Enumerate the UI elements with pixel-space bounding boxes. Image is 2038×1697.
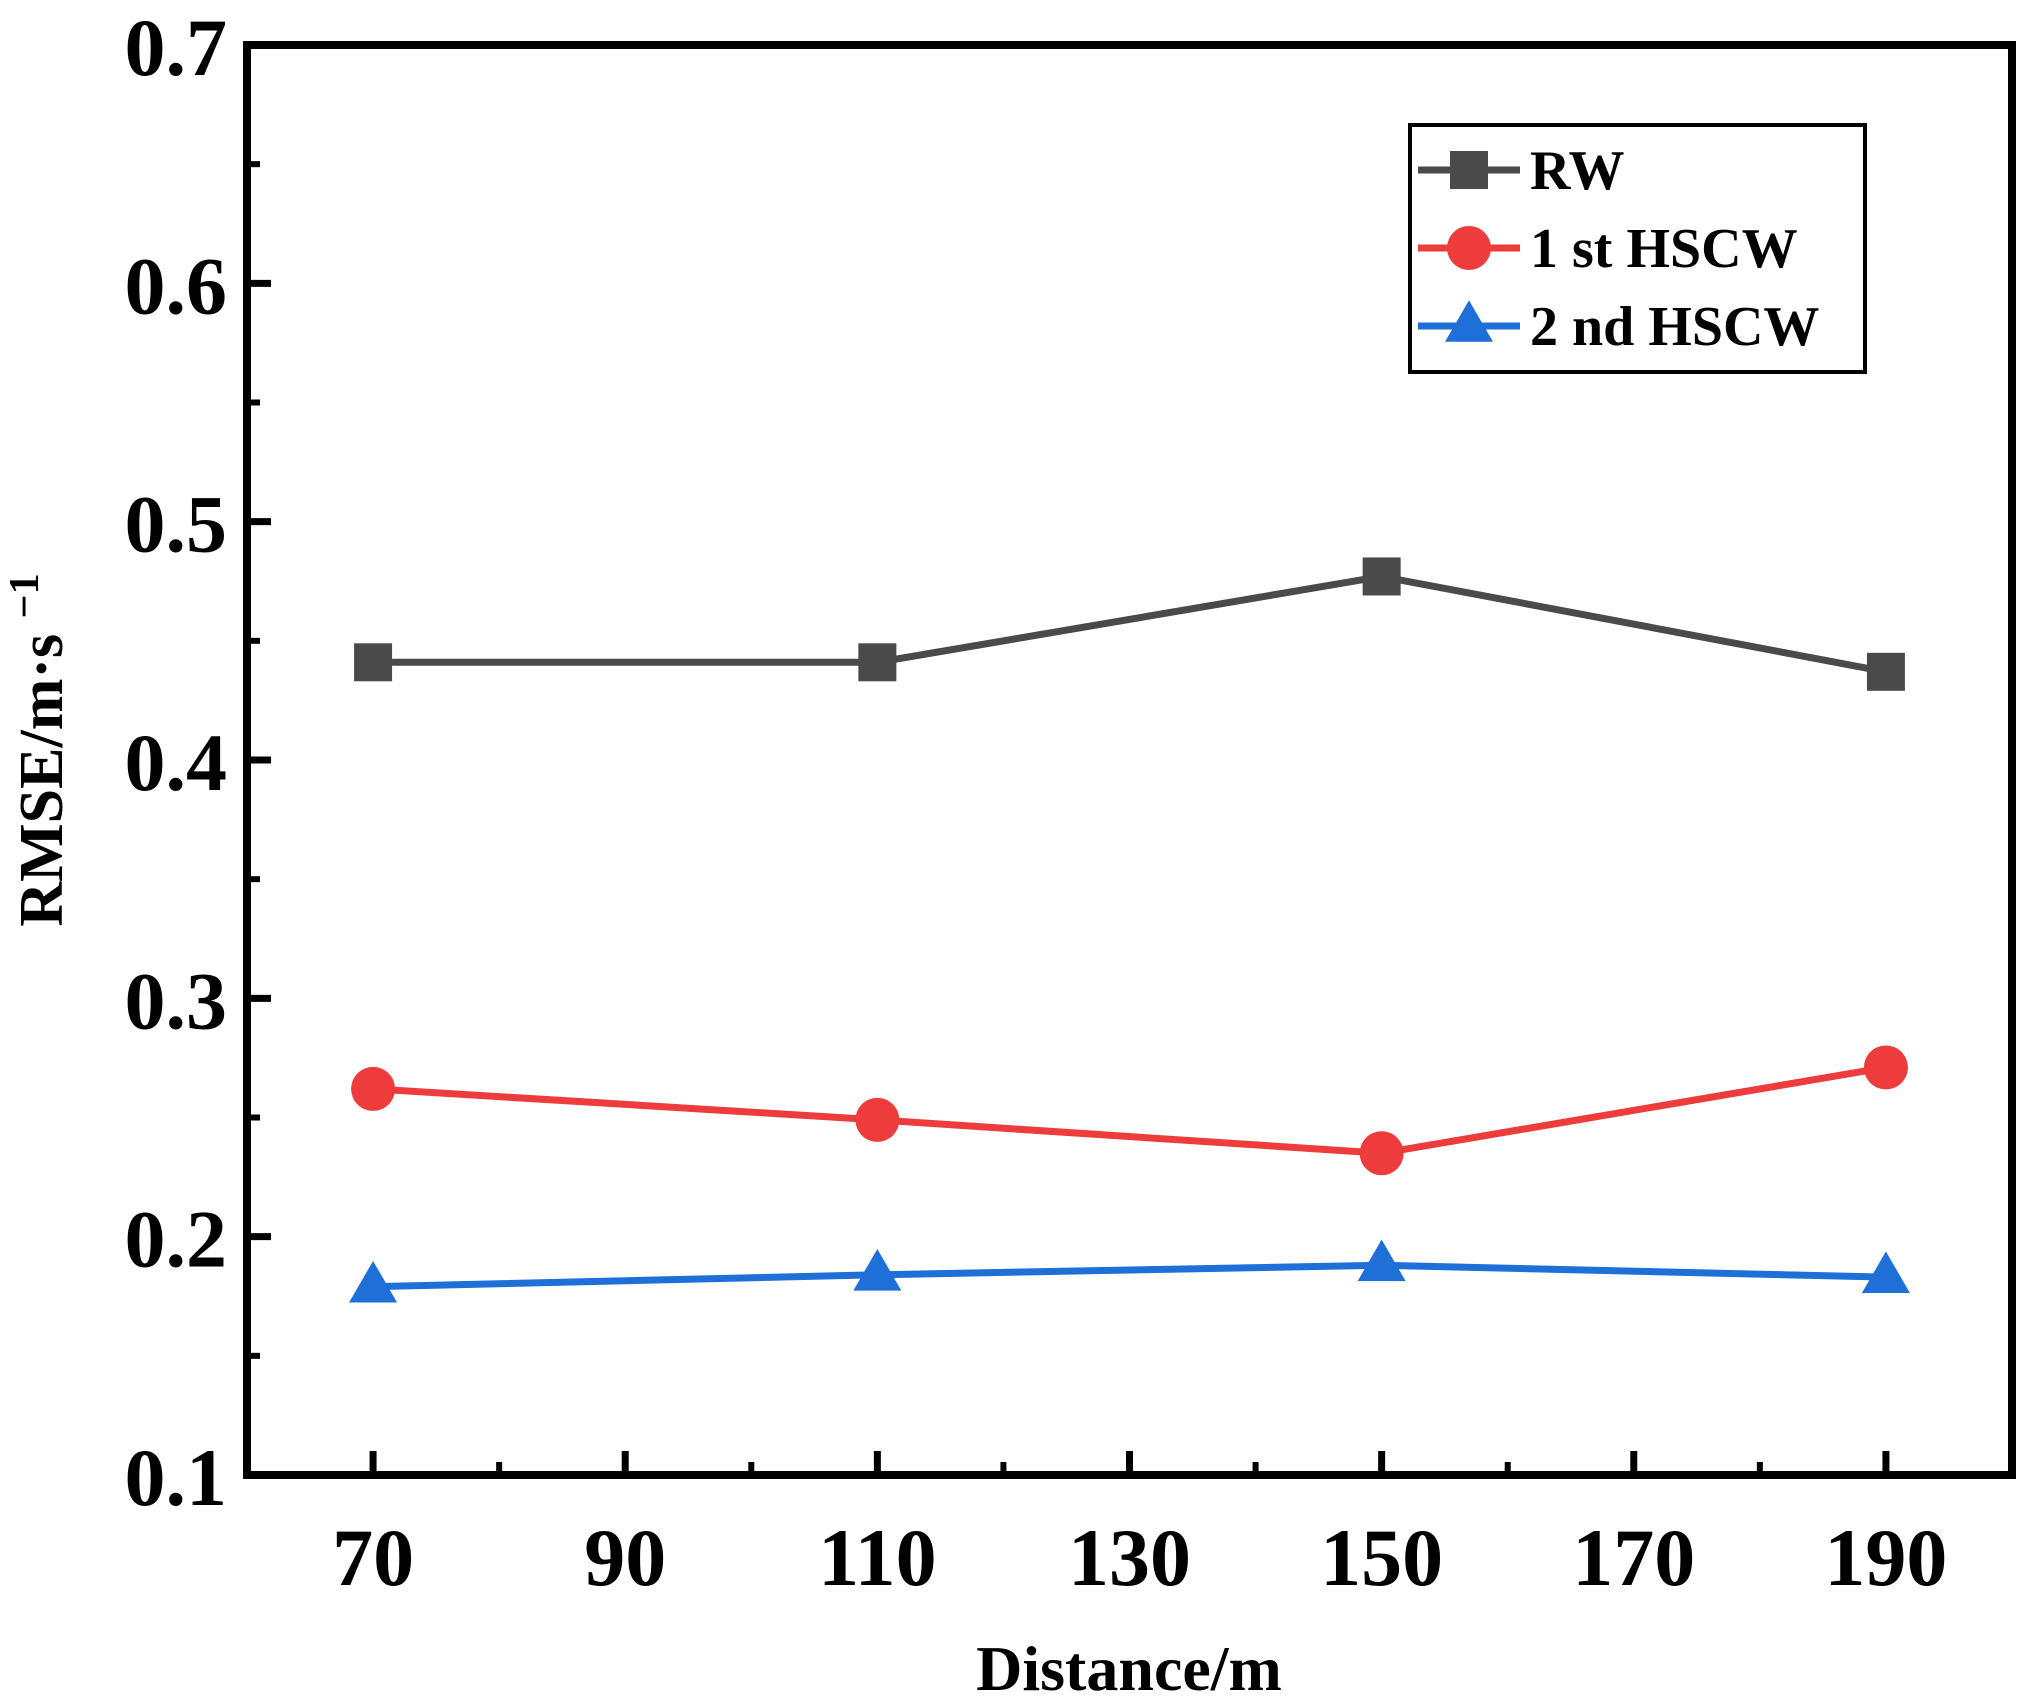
y-tick-label: 0.3 xyxy=(125,955,228,1046)
data-point-rw xyxy=(1866,652,1905,691)
legend-items: RW 1 st HSCW 2 nd HSCW xyxy=(1418,140,1819,358)
legend-item-rw: RW xyxy=(1418,140,1624,202)
x-tick-label: 90 xyxy=(584,1512,666,1603)
legend-label-2-nd-hscw: 2 nd HSCW xyxy=(1530,296,1819,358)
legend-marker-1-st-hscw xyxy=(1447,226,1491,270)
y-axis-title: RMSE/m·s −1 xyxy=(2,573,76,926)
data-point-2-nd-hscw xyxy=(853,1249,902,1291)
series-line-2-nd-hscw xyxy=(372,1261,1887,1291)
legend-marker-2-nd-hscw xyxy=(1445,300,1493,342)
data-point-2-nd-hscw xyxy=(1861,1251,1910,1293)
data-point-2-nd-hscw xyxy=(349,1260,398,1303)
y-tick-label: 0.7 xyxy=(125,2,228,93)
y-tick-label: 0.6 xyxy=(125,240,228,331)
legend-label-1-st-hscw: 1 st HSCW xyxy=(1530,218,1798,280)
legend-marker-rw xyxy=(1450,151,1488,189)
series-line-1-st-hscw xyxy=(372,1063,1887,1157)
x-axis-title: Distance/m xyxy=(976,1633,1282,1697)
data-point-1-st-hscw xyxy=(1863,1045,1908,1090)
y-tick-label: 0.4 xyxy=(125,717,228,808)
x-tick-label: 170 xyxy=(1572,1512,1695,1603)
data-point-rw xyxy=(1362,557,1401,596)
legend-item-2-nd-hscw: 2 nd HSCW xyxy=(1418,296,1819,358)
data-point-1-st-hscw xyxy=(855,1097,900,1142)
data-point-2-nd-hscw xyxy=(1357,1239,1406,1282)
data-point-1-st-hscw xyxy=(1359,1131,1404,1176)
y-tick-label: 0.2 xyxy=(125,1194,228,1285)
x-axis: 70 90 110 130 150 170 190 xyxy=(332,1451,1947,1603)
data-point-1-st-hscw xyxy=(351,1066,396,1111)
x-tick-label: 130 xyxy=(1068,1512,1191,1603)
y-tick-label: 0.1 xyxy=(125,1432,228,1523)
series-layer xyxy=(349,557,1910,1303)
data-point-rw xyxy=(858,643,897,682)
y-axis: 0.1 0.2 0.3 0.4 0.5 0.6 0.7 xyxy=(125,2,271,1523)
series-1-st-hscw xyxy=(351,1045,1908,1176)
y-axis-title-superscript: −1 xyxy=(2,573,48,618)
y-axis-title-main: RMSE/m·s xyxy=(8,634,76,927)
x-tick-label: 70 xyxy=(332,1512,414,1603)
y-tick-label: 0.5 xyxy=(125,479,228,570)
legend-item-1-st-hscw: 1 st HSCW xyxy=(1418,218,1798,280)
legend-label-rw: RW xyxy=(1530,140,1624,202)
data-point-rw xyxy=(354,643,393,682)
series-line-rw xyxy=(373,572,1887,676)
series-2-nd-hscw xyxy=(349,1239,1910,1303)
series-rw xyxy=(354,557,1905,691)
legend: RW 1 st HSCW 2 nd HSCW xyxy=(1408,123,1867,374)
x-tick-label: 150 xyxy=(1320,1512,1443,1603)
x-tick-label: 190 xyxy=(1824,1512,1947,1603)
x-tick-label: 110 xyxy=(818,1512,936,1603)
